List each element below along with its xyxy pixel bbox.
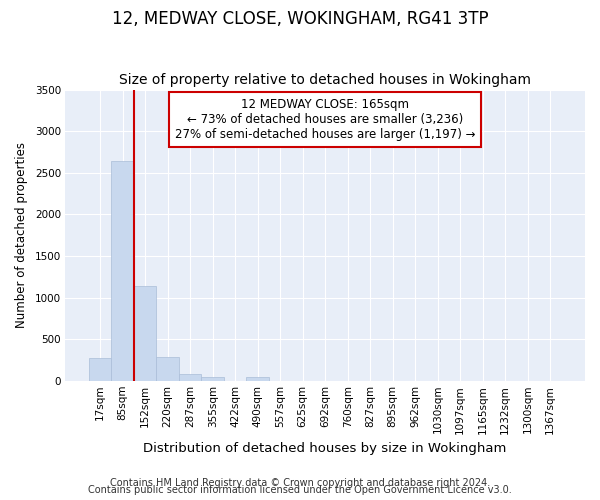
Text: 12, MEDWAY CLOSE, WOKINGHAM, RG41 3TP: 12, MEDWAY CLOSE, WOKINGHAM, RG41 3TP	[112, 10, 488, 28]
Bar	[247, 378, 269, 381]
Bar	[112, 161, 134, 381]
Y-axis label: Number of detached properties: Number of detached properties	[15, 142, 28, 328]
Title: Size of property relative to detached houses in Wokingham: Size of property relative to detached ho…	[119, 73, 531, 87]
Bar	[134, 286, 157, 381]
Text: Contains public sector information licensed under the Open Government Licence v3: Contains public sector information licen…	[88, 485, 512, 495]
Bar	[202, 376, 224, 381]
Bar	[157, 358, 179, 381]
Bar	[179, 374, 202, 381]
Text: Contains HM Land Registry data © Crown copyright and database right 2024.: Contains HM Land Registry data © Crown c…	[110, 478, 490, 488]
Bar	[89, 358, 112, 381]
X-axis label: Distribution of detached houses by size in Wokingham: Distribution of detached houses by size …	[143, 442, 507, 455]
Text: 12 MEDWAY CLOSE: 165sqm
← 73% of detached houses are smaller (3,236)
27% of semi: 12 MEDWAY CLOSE: 165sqm ← 73% of detache…	[175, 98, 475, 142]
